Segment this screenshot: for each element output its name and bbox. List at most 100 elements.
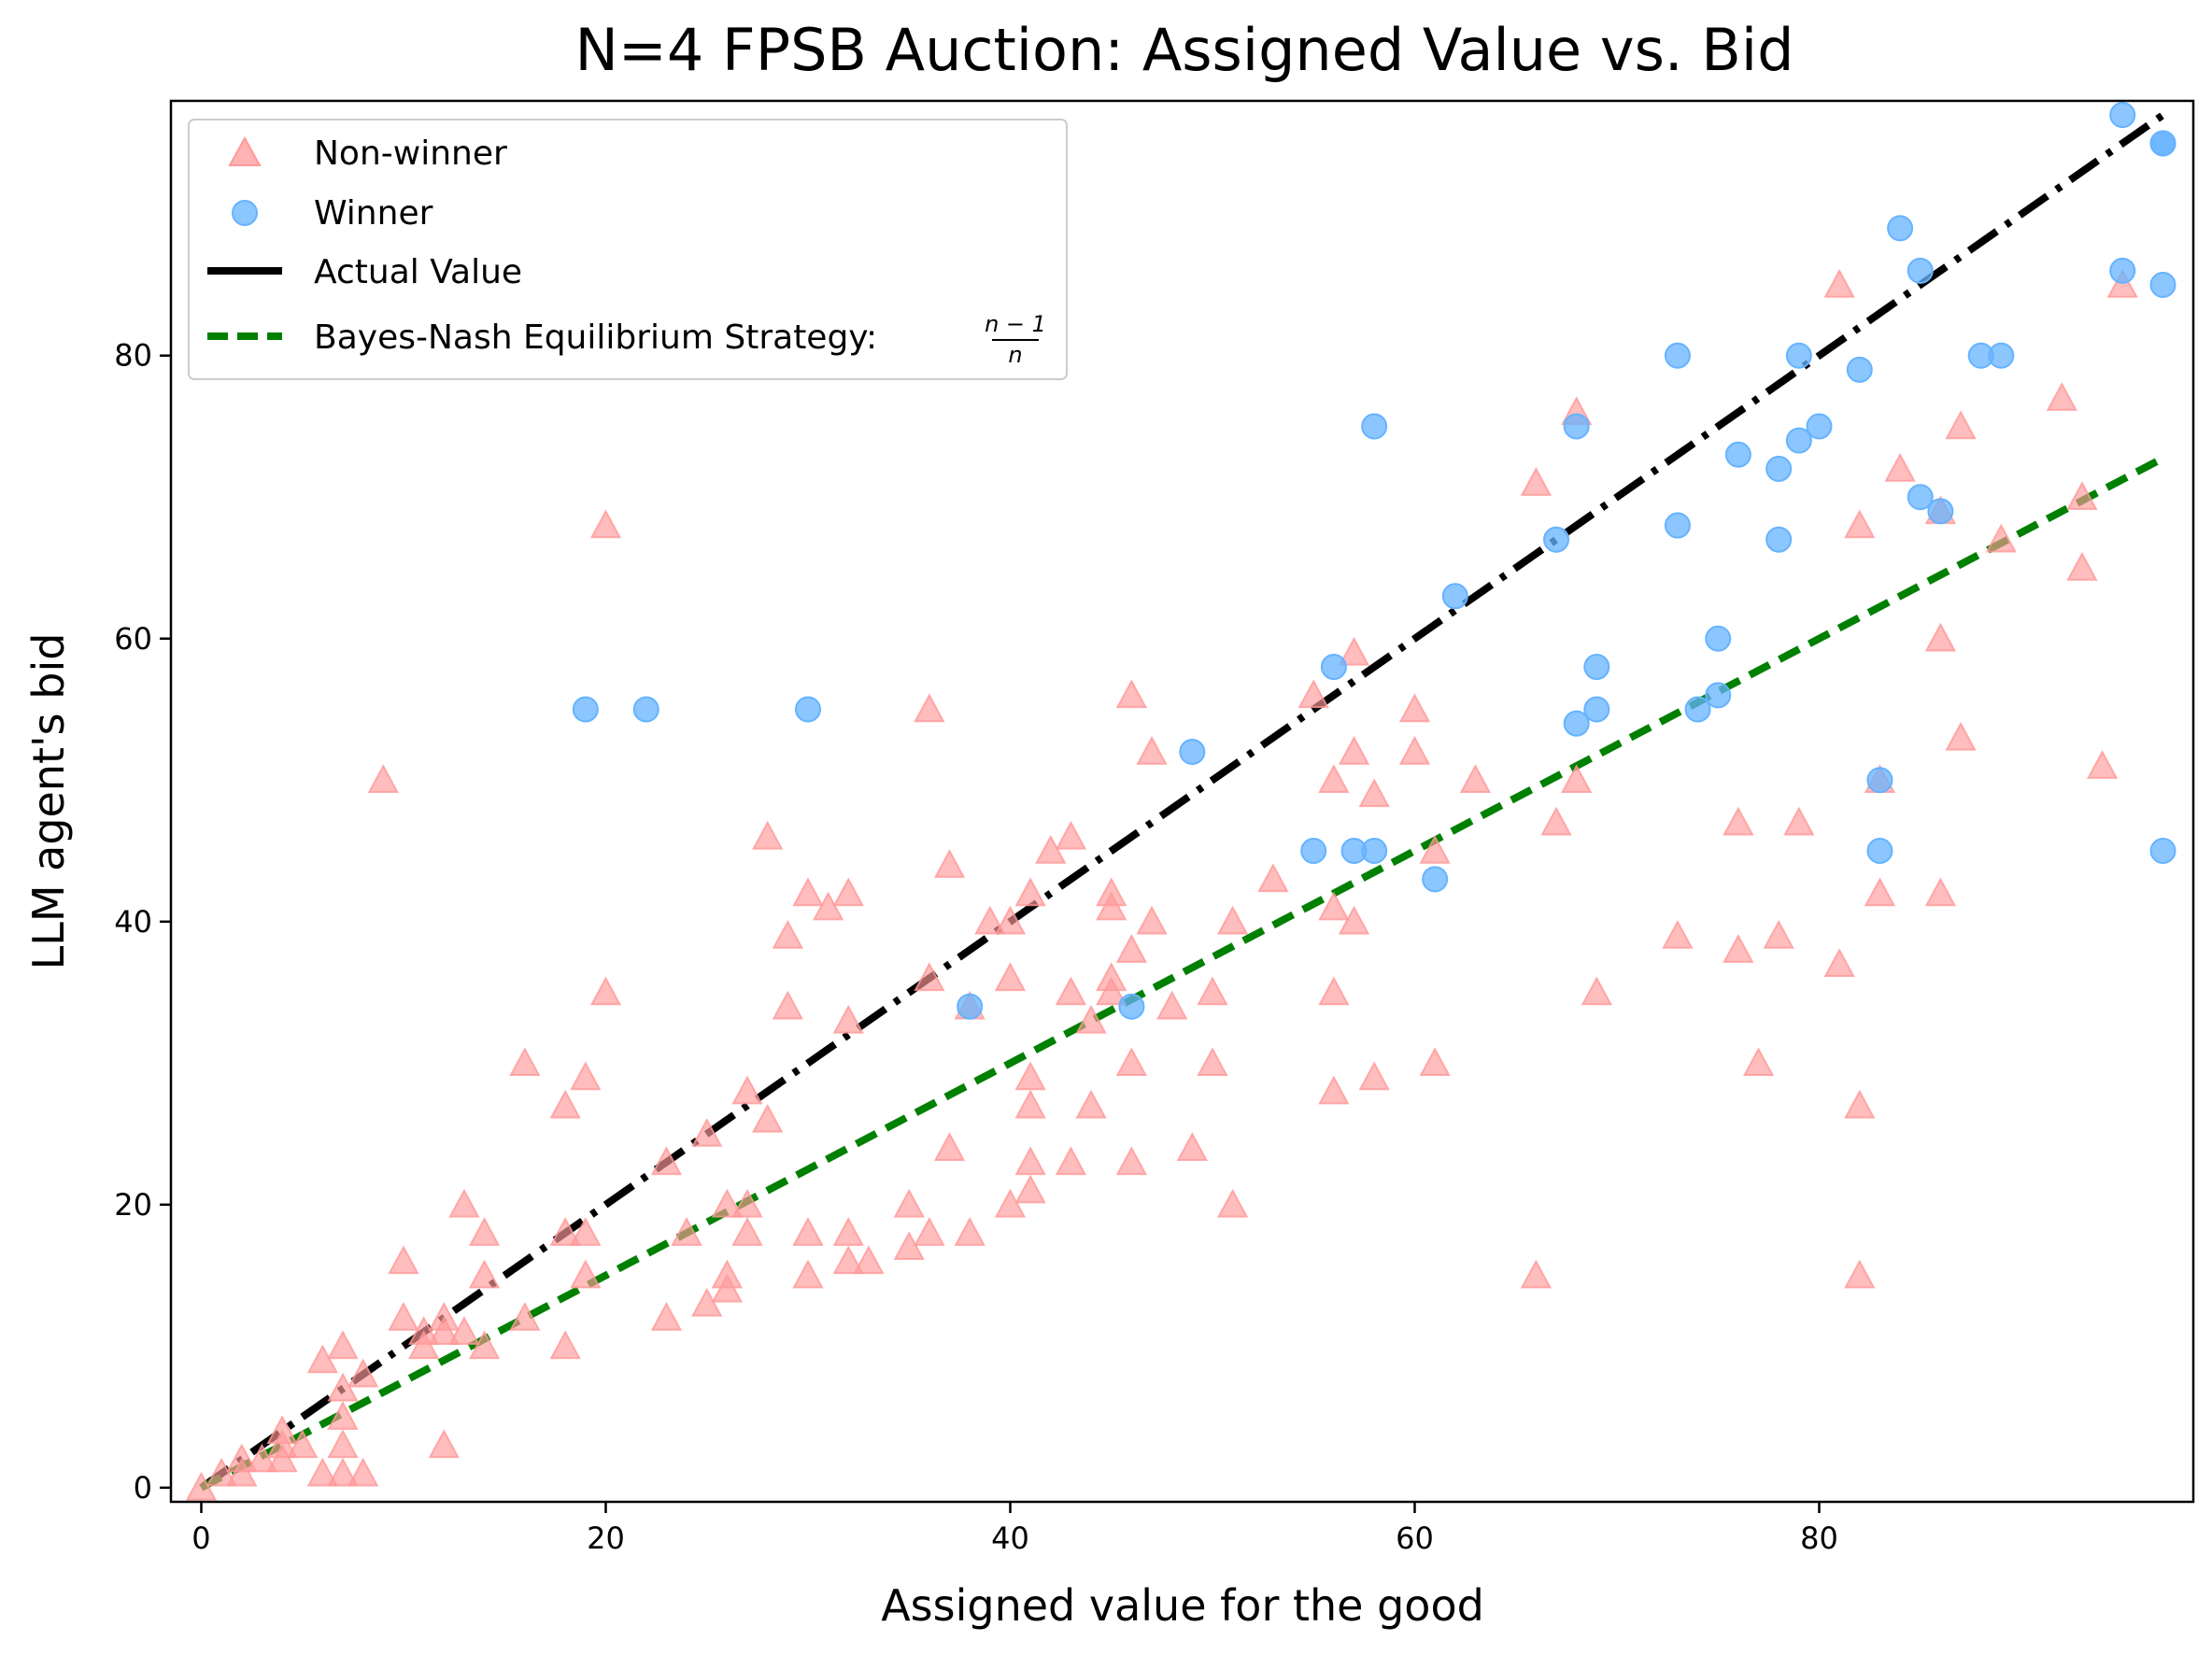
non-winner-point (1197, 1047, 1228, 1077)
non-winner-point (570, 1217, 602, 1246)
non-winner-point (671, 1217, 702, 1246)
non-winner-point (792, 1217, 824, 1246)
non-winner-point (994, 905, 1027, 935)
non-winner-point (812, 891, 844, 921)
non-winner-point (509, 1301, 541, 1331)
non-winner-point (2066, 481, 2098, 510)
non-winner-point (1156, 990, 1188, 1020)
non-winner-point (1115, 1047, 1148, 1077)
legend-winner-marker (232, 200, 258, 226)
non-winner-point (1945, 721, 1977, 751)
winner-point (1118, 993, 1145, 1020)
non-winner-point (751, 1103, 784, 1133)
non-winner-point (691, 1287, 723, 1317)
winner-point (1724, 441, 1751, 468)
x-axis-label: Assigned value for the good (881, 1580, 1484, 1631)
winner-point (1705, 625, 1732, 652)
non-winner-point (509, 1047, 541, 1077)
non-winner-point (1783, 806, 1815, 836)
non-winner-point (327, 1330, 359, 1360)
y-tick-label: 20 (114, 1187, 152, 1223)
legend-bne-fraction-denominator: n (1008, 342, 1022, 368)
non-winner-point (792, 877, 824, 907)
winner-point (1785, 427, 1812, 454)
non-winner-point (1924, 877, 1957, 907)
non-winner-point (388, 1245, 419, 1275)
legend-box (188, 119, 1068, 380)
winner-point (1543, 526, 1570, 553)
non-winner-point (914, 1217, 945, 1246)
non-winner-point (893, 1231, 925, 1261)
non-winner-point (549, 1089, 581, 1119)
non-winner-point (792, 1259, 824, 1289)
non-winner-point (468, 1217, 501, 1246)
legend-bne-fraction-numerator: n − 1 (985, 311, 1046, 337)
non-winner-point (853, 1245, 885, 1275)
non-winner-point (1723, 806, 1754, 836)
non-winner-point (1398, 693, 1431, 723)
non-winner-point (407, 1330, 440, 1360)
non-winner-point (327, 1457, 359, 1487)
non-winner-point (1662, 919, 1694, 949)
winner-points (572, 102, 2177, 1020)
winner-point (1887, 215, 1914, 242)
non-winner-point (468, 1259, 501, 1289)
non-winner-point (327, 1429, 359, 1459)
non-winner-point (1844, 509, 1876, 539)
non-winner-point (832, 877, 864, 907)
non-winner-point (832, 1217, 864, 1246)
non-winner-point (1257, 863, 1289, 893)
non-winner-point (589, 509, 622, 539)
winner-point (1765, 455, 1793, 482)
y-tick-label: 0 (134, 1470, 152, 1506)
non-winner-point (1176, 1132, 1209, 1161)
non-winner-point (428, 1429, 460, 1459)
non-winner-point (1520, 1259, 1553, 1289)
non-winner-point (407, 1316, 440, 1345)
non-winner-point (287, 1429, 319, 1459)
x-tick-label: 80 (1800, 1521, 1838, 1556)
winner-point (2109, 257, 2136, 284)
non-winner-point (914, 693, 945, 723)
non-winner-point (226, 1443, 258, 1473)
non-winner-point (2086, 750, 2119, 779)
non-winner-point (1338, 636, 1370, 666)
non-winner-point (266, 1443, 298, 1473)
winner-point (1583, 696, 1610, 723)
non-winner-point (306, 1344, 339, 1374)
winner-point (1361, 838, 1388, 865)
winner-point (1927, 498, 1954, 525)
winner-point (1583, 654, 1610, 681)
non-winner-point (1318, 891, 1350, 921)
non-winner-point (1014, 1061, 1046, 1091)
y-axis-label: LLM agent's bid (23, 633, 74, 970)
non-winner-point (1985, 523, 2018, 553)
winner-point (1664, 512, 1691, 539)
y-axis-ticks: 0 20 40 60 80 (114, 338, 171, 1506)
winner-point (2149, 838, 2177, 865)
non-winner-point (1216, 1188, 1249, 1218)
winner-point (1563, 413, 1590, 440)
non-winner-point (185, 1471, 218, 1501)
winner-point (1664, 342, 1691, 369)
winner-point (1320, 654, 1347, 681)
winner-point (2109, 102, 2136, 129)
non-winner-point (1075, 1089, 1107, 1119)
winner-point (1300, 838, 1327, 865)
non-winner-point (711, 1188, 744, 1218)
non-winner-point (206, 1457, 237, 1487)
legend-winner-label: Winner (314, 194, 433, 233)
non-winner-point (428, 1316, 460, 1345)
non-winner-point (731, 1217, 763, 1246)
non-winner-point (772, 990, 804, 1020)
non-winner-point (1560, 764, 1593, 794)
non-winner-point (1115, 679, 1148, 709)
plot-frame (169, 99, 2195, 1504)
winner-point (632, 696, 659, 723)
non-winner-point (2046, 382, 2077, 411)
non-winner-point (1014, 1146, 1046, 1176)
non-winner-point (226, 1457, 258, 1487)
non-winner-point (367, 764, 400, 794)
y-tick-label: 80 (114, 338, 152, 374)
winner-point (1785, 342, 1812, 369)
